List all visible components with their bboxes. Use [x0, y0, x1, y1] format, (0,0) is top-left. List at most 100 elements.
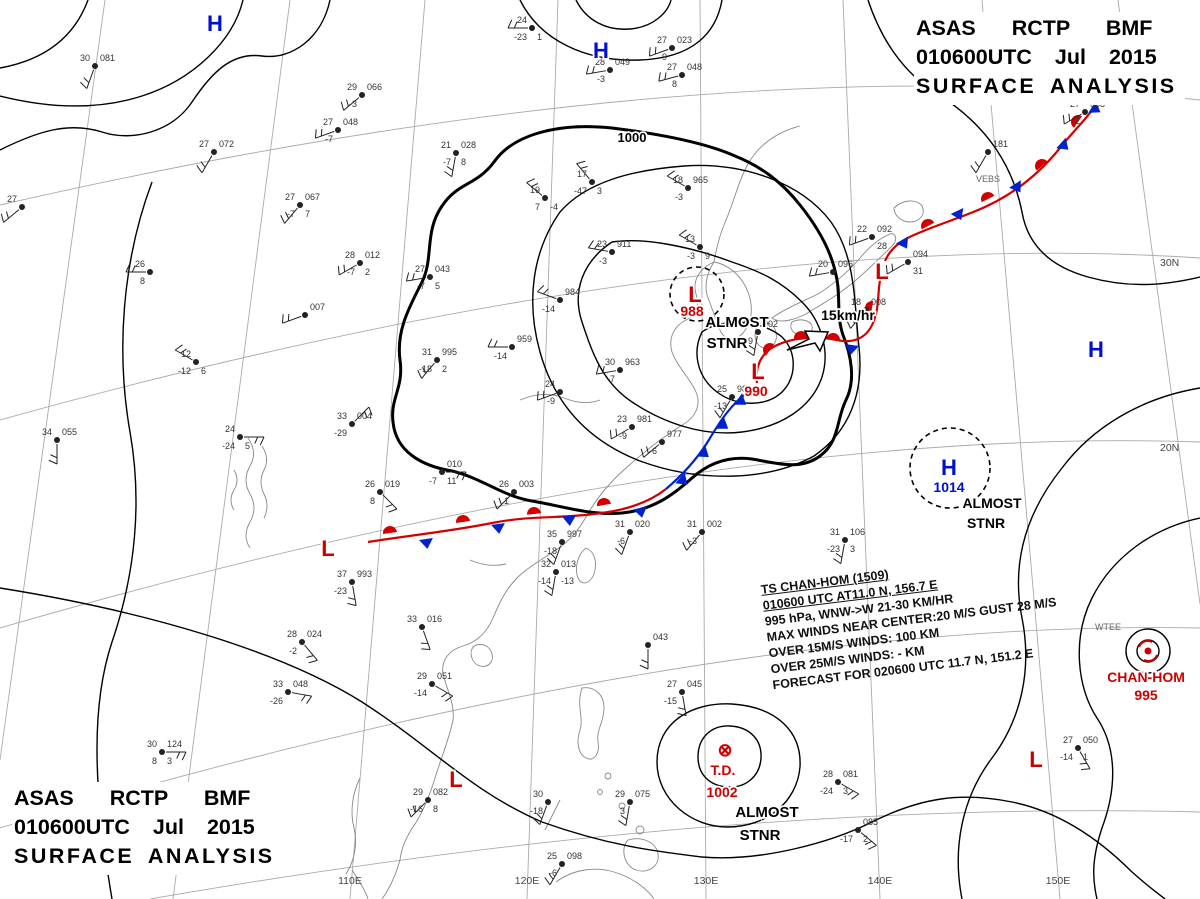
wind-barb: [621, 535, 630, 555]
wind-barb: [406, 277, 427, 282]
wind-barb-feather: [672, 174, 679, 180]
station-pressure: 181: [993, 139, 1008, 149]
station-temperature: 30: [80, 53, 90, 63]
station-circle: [645, 642, 651, 648]
wind-barb-feather: [851, 793, 860, 800]
wind-barb-feather: [1080, 768, 1091, 771]
station-temperature: 18: [851, 297, 861, 307]
station-pressure: 020: [635, 519, 650, 529]
wind-barb: [719, 400, 731, 419]
station-dewpoint: -47: [574, 186, 587, 196]
station-dewpoint: 8: [140, 276, 145, 286]
wind-barb: [588, 247, 609, 252]
pressure-system-dashed-circle: [909, 427, 991, 509]
wind-barb-feather: [388, 508, 398, 513]
station-pressure: 010: [447, 459, 462, 469]
station-dewpoint: -18: [419, 364, 432, 374]
station-pressure: 977: [667, 429, 682, 439]
wind-barb: [291, 692, 312, 697]
station-circle: [627, 799, 633, 805]
wind-barb: [338, 264, 357, 276]
station-pressure: 067: [305, 192, 320, 202]
wind-barb-feather: [420, 642, 429, 645]
wind-barb: [315, 130, 335, 139]
map-annotation: 1000: [618, 130, 647, 145]
station-pressure: 043: [435, 264, 450, 274]
wind-barb: [686, 534, 700, 551]
station-temperature: 31: [422, 347, 432, 357]
station-aux-value: 3: [167, 756, 172, 766]
wind-barb-feather: [544, 877, 551, 886]
station-circle: [147, 269, 153, 275]
station-dewpoint: -7: [325, 134, 333, 144]
station-circle: [54, 437, 60, 443]
wind-barb-feather: [407, 808, 412, 818]
wind-barb-feather: [80, 81, 88, 89]
station-dewpoint: -18: [544, 546, 557, 556]
station-dewpoint: -6: [649, 446, 657, 456]
wind-barb-feather: [592, 65, 595, 74]
station-circle: [863, 307, 869, 313]
station-dewpoint: -3: [349, 99, 357, 109]
high-pressure-symbol: H: [941, 455, 957, 480]
station-pressure: 002: [707, 519, 722, 529]
station-pressure: 965: [693, 175, 708, 185]
chart-id-bottom: ASAS RCTP BMF: [14, 786, 251, 810]
station-temperature: 27: [657, 35, 667, 45]
wind-barb-feather: [537, 285, 545, 293]
station-pressure: 098: [567, 851, 582, 861]
station-aux-value: 8: [461, 157, 466, 167]
station-aux-value: 6: [201, 366, 206, 376]
station-temperature: 12: [181, 349, 191, 359]
system-name-label: T.D.: [711, 762, 736, 778]
station-temperature: 31: [687, 519, 697, 529]
wind-barb-feather: [718, 406, 724, 413]
high-pressure-symbol: H: [207, 11, 223, 36]
tropical-storm-icon: [1143, 654, 1159, 663]
high-pressure-symbol: H: [593, 38, 609, 63]
station-dewpoint: -3: [597, 74, 605, 84]
wind-barb: [1079, 751, 1091, 770]
annotations-layer: ALMOSTSTNR15km/hrALMOSTSTNRALMOSTSTNR100…: [616, 128, 1121, 846]
wind-barb-feather: [677, 712, 687, 717]
station-pressure: 124: [167, 739, 182, 749]
wind-barb-feather: [405, 272, 410, 282]
wind-barb-feather: [808, 267, 813, 277]
wind-barb-feather: [347, 602, 357, 607]
station-circle: [302, 312, 308, 318]
wind-barb-feather: [687, 538, 692, 546]
station-dewpoint: 8: [370, 496, 375, 506]
station-circle: [755, 329, 761, 335]
wind-barb-feather: [345, 99, 349, 107]
station-dewpoint: -7: [347, 267, 355, 277]
wind-barb-feather: [885, 264, 888, 275]
wind-barb-feather: [846, 320, 852, 329]
wind-barb: [282, 315, 302, 324]
station-circle: [553, 569, 559, 575]
station-dewpoint: 8: [152, 756, 157, 766]
wind-barb: [658, 75, 679, 82]
station-temperature: 26: [365, 479, 375, 489]
station-aux-value: -13: [561, 576, 574, 586]
wind-barb-feather: [645, 446, 649, 454]
wind-barb-feather: [595, 365, 600, 375]
wind-barb: [382, 494, 398, 510]
wind-barb-feather: [174, 344, 183, 351]
wind-barb: [537, 392, 557, 401]
wind-barb-feather: [281, 314, 284, 324]
wind-barb-feather: [546, 584, 554, 590]
station-temperature: 20: [743, 319, 753, 329]
stationary-front-west-warm-segment: [367, 488, 667, 544]
station-circle: [211, 149, 217, 155]
station-pressure: 048: [343, 117, 358, 127]
station-temperature: 32: [541, 559, 551, 569]
station-circle: [699, 529, 705, 535]
wind-barb: [666, 175, 685, 187]
wind-barb-feather: [131, 265, 136, 273]
station-temperature: 34: [42, 427, 52, 437]
station-circle: [842, 537, 848, 543]
wind-barb-feather: [580, 165, 588, 169]
station-circle: [429, 681, 435, 687]
station-dewpoint: -7: [417, 281, 425, 291]
